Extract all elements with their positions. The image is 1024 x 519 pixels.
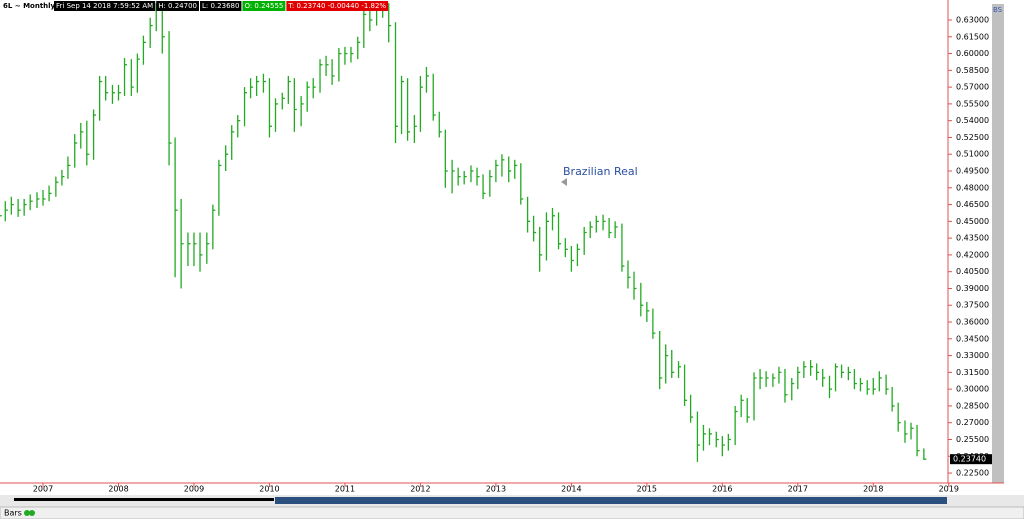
x-tick-label: 2009 xyxy=(184,485,204,494)
info-box xyxy=(200,1,242,11)
y-tick-label: 0.58500 xyxy=(956,66,989,75)
y-tick-label: 0.43500 xyxy=(956,234,989,243)
info-box xyxy=(286,1,389,11)
y-tick-label: 0.45000 xyxy=(956,217,989,226)
y-tick-label: 0.40500 xyxy=(956,267,989,276)
y-tick-label: 0.49500 xyxy=(956,167,989,176)
y-tick-label: 0.22500 xyxy=(956,469,989,478)
bottom-bar xyxy=(0,506,1024,519)
info-text: H: 0.24700 xyxy=(158,2,197,10)
annotation-marker xyxy=(561,178,567,186)
y-tick-label: 0.60000 xyxy=(956,49,989,58)
x-tick-label: 2011 xyxy=(335,485,355,494)
corner-label: BS xyxy=(993,6,1003,14)
x-tick-label: 2008 xyxy=(108,485,128,494)
x-tick-label: 2016 xyxy=(712,485,732,494)
status-dot xyxy=(24,510,30,516)
info-text: Fri Sep 14 2018 7:59:52 AM xyxy=(56,2,153,10)
x-tick-label: 2018 xyxy=(863,485,883,494)
header-info: Fri Sep 14 2018 7:59:52 AM H: 0.24700 L: 0… xyxy=(54,1,389,11)
y-tick-label: 0.42000 xyxy=(956,250,989,259)
y-tick-label: 0.54000 xyxy=(956,116,989,125)
scrollbar-line xyxy=(14,498,274,501)
info-text: T: 0.23740 -0.00440 -1.82% xyxy=(287,2,386,10)
bottom-label: Bars xyxy=(4,509,22,518)
bars xyxy=(0,0,927,462)
x-tick-label: 2015 xyxy=(637,485,657,494)
status-dot xyxy=(29,510,35,516)
header-title: 6L ~ Monthly xyxy=(3,2,56,10)
info-text: O: 0.24555 xyxy=(244,2,283,10)
x-tick-label: 2019 xyxy=(939,485,959,494)
y-tick-label: 0.37500 xyxy=(956,301,989,310)
x-tick-label: 2010 xyxy=(259,485,279,494)
y-tick-label: 0.52500 xyxy=(956,133,989,142)
side-strip xyxy=(992,4,1004,483)
y-tick-label: 0.34500 xyxy=(956,334,989,343)
y-tick-label: 0.36000 xyxy=(956,318,989,327)
last-price-box xyxy=(950,454,992,465)
y-tick-label: 0.33000 xyxy=(956,351,989,360)
y-tick-label: 0.48000 xyxy=(956,183,989,192)
y-tick-label: 0.46500 xyxy=(956,200,989,209)
last-price-label: 0.23740 xyxy=(953,455,986,464)
scrollbar-thumb[interactable] xyxy=(275,497,947,504)
y-tick-label: 0.31500 xyxy=(956,368,989,377)
info-box xyxy=(242,1,286,11)
x-tick-label: 2012 xyxy=(410,485,430,494)
x-tick-label: 2013 xyxy=(486,485,506,494)
y-tick-label: 0.25500 xyxy=(956,435,989,444)
y-tick-label: 0.57000 xyxy=(956,83,989,92)
x-tick-label: 2014 xyxy=(561,485,581,494)
x-tick-label: 2017 xyxy=(788,485,808,494)
y-tick-label: 0.39000 xyxy=(956,284,989,293)
y-tick-label: 0.55500 xyxy=(956,99,989,108)
y-tick-label: 0.51000 xyxy=(956,150,989,159)
y-tick-label: 0.27000 xyxy=(956,418,989,427)
y-tick-label: 0.28500 xyxy=(956,401,989,410)
y-tick-label: 0.30000 xyxy=(956,385,989,394)
annotation: Brazilian Real xyxy=(563,165,638,178)
y-tick-label: 0.63000 xyxy=(956,15,989,24)
info-text: L: 0.23680 xyxy=(202,2,239,10)
y-tick-label: 0.61500 xyxy=(956,32,989,41)
x-tick-label: 2007 xyxy=(33,485,53,494)
info-box xyxy=(54,1,156,11)
info-box xyxy=(156,1,199,11)
